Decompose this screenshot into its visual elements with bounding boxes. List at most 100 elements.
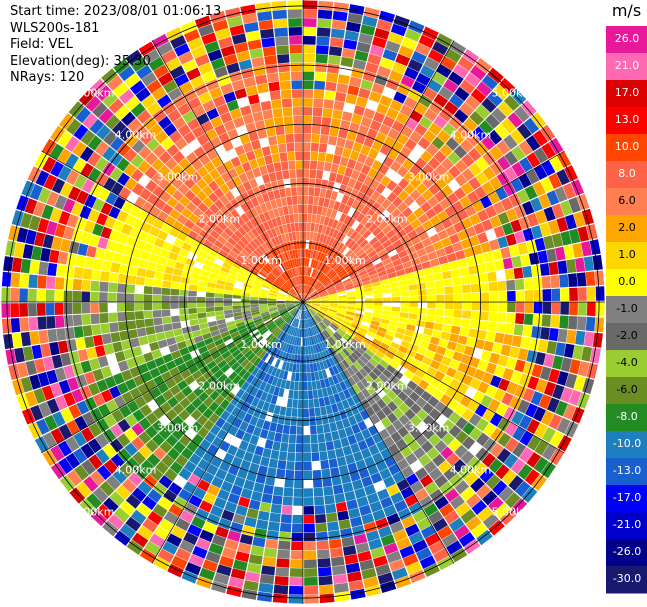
velocity-gate bbox=[251, 265, 260, 273]
velocity-gate bbox=[211, 351, 222, 360]
velocity-gate bbox=[337, 165, 347, 176]
colorbar-tick-label: 13.0 bbox=[615, 113, 640, 126]
velocity-gate bbox=[402, 260, 413, 269]
velocity-gate bbox=[162, 101, 177, 116]
velocity-gate bbox=[333, 201, 341, 211]
velocity-gate bbox=[330, 556, 345, 567]
velocity-gate bbox=[356, 391, 366, 402]
velocity-gate bbox=[301, 293, 303, 302]
velocity-gate bbox=[117, 448, 132, 463]
velocity-gate bbox=[303, 523, 316, 533]
velocity-gate bbox=[333, 2, 349, 13]
velocity-gate bbox=[347, 268, 357, 276]
velocity-gate bbox=[236, 378, 246, 388]
velocity-gate bbox=[382, 297, 392, 302]
velocity-gate bbox=[368, 223, 378, 233]
velocity-gate bbox=[366, 530, 380, 542]
velocity-gate bbox=[147, 261, 157, 271]
velocity-gate bbox=[358, 343, 368, 352]
velocity-gate bbox=[282, 205, 289, 216]
velocity-gate bbox=[275, 36, 289, 46]
velocity-gate bbox=[306, 276, 310, 285]
velocity-gate bbox=[280, 286, 289, 293]
velocity-gate bbox=[371, 402, 382, 414]
velocity-gate bbox=[247, 39, 262, 51]
velocity-gate bbox=[314, 505, 326, 515]
velocity-gate bbox=[392, 407, 404, 419]
velocity-gate bbox=[62, 198, 76, 213]
velocity-gate bbox=[329, 298, 339, 301]
velocity-gate bbox=[364, 219, 374, 230]
velocity-gate bbox=[315, 270, 321, 279]
velocity-gate bbox=[250, 299, 259, 302]
velocity-gate bbox=[300, 346, 303, 355]
velocity-gate bbox=[423, 327, 433, 336]
velocity-gate bbox=[283, 324, 290, 333]
velocity-gate bbox=[58, 423, 73, 440]
velocity-gate bbox=[257, 258, 266, 267]
velocity-gate bbox=[395, 213, 406, 224]
velocity-gate bbox=[244, 516, 257, 528]
colorbar-swatch bbox=[606, 350, 647, 378]
velocity-gate bbox=[223, 452, 235, 464]
velocity-gate bbox=[548, 327, 559, 342]
colorbar-tick-label: 1.0 bbox=[618, 248, 636, 261]
velocity-gate bbox=[424, 349, 436, 360]
velocity-gate bbox=[485, 228, 497, 241]
velocity-gate bbox=[485, 385, 498, 398]
velocity-gate bbox=[19, 317, 30, 332]
velocity-gate bbox=[378, 123, 391, 136]
velocity-gate bbox=[476, 263, 487, 274]
velocity-gate bbox=[325, 81, 337, 92]
velocity-gate bbox=[382, 86, 396, 99]
velocity-gate bbox=[560, 302, 570, 315]
velocity-gate bbox=[97, 187, 111, 202]
velocity-gate bbox=[311, 299, 321, 302]
velocity-gate bbox=[301, 266, 303, 276]
velocity-gate bbox=[106, 239, 117, 252]
velocity-gate bbox=[224, 285, 234, 291]
velocity-gate bbox=[469, 110, 485, 126]
velocity-gate bbox=[402, 334, 413, 343]
velocity-gate bbox=[311, 294, 320, 299]
velocity-gate bbox=[125, 133, 140, 148]
velocity-gate bbox=[105, 114, 121, 130]
velocity-gate bbox=[475, 171, 489, 186]
velocity-gate bbox=[453, 285, 463, 294]
velocity-gate bbox=[505, 233, 517, 246]
velocity-gate bbox=[446, 341, 458, 351]
velocity-gate bbox=[514, 106, 530, 123]
velocity-gate bbox=[573, 375, 586, 392]
velocity-gate bbox=[331, 403, 339, 414]
velocity-gate bbox=[439, 481, 454, 496]
velocity-gate bbox=[531, 326, 542, 339]
velocity-gate bbox=[504, 166, 518, 182]
velocity-gate bbox=[312, 326, 318, 335]
velocity-gate bbox=[303, 355, 307, 364]
velocity-gate bbox=[167, 396, 179, 408]
velocity-gate bbox=[541, 160, 556, 176]
velocity-gate bbox=[205, 292, 215, 298]
velocity-gate bbox=[444, 294, 454, 302]
velocity-gate bbox=[218, 249, 229, 258]
velocity-gate bbox=[265, 262, 274, 271]
velocity-gate bbox=[455, 502, 471, 517]
velocity-gate bbox=[269, 346, 277, 356]
velocity-gate bbox=[288, 316, 295, 325]
velocity-gate bbox=[139, 131, 154, 145]
velocity-gate bbox=[195, 218, 207, 229]
velocity-gate bbox=[462, 49, 480, 65]
velocity-gate bbox=[187, 37, 204, 51]
velocity-gate bbox=[531, 474, 547, 491]
velocity-gate bbox=[389, 360, 400, 370]
velocity-gate bbox=[261, 37, 276, 48]
velocity-gate bbox=[409, 131, 423, 144]
velocity-gate bbox=[360, 164, 371, 176]
velocity-gate bbox=[287, 305, 296, 310]
velocity-gate bbox=[474, 253, 485, 265]
velocity-gate bbox=[532, 129, 548, 147]
velocity-gate bbox=[352, 279, 362, 286]
colorbar-swatch bbox=[606, 404, 647, 432]
velocity-gate bbox=[339, 223, 347, 233]
velocity-gate bbox=[222, 262, 232, 270]
